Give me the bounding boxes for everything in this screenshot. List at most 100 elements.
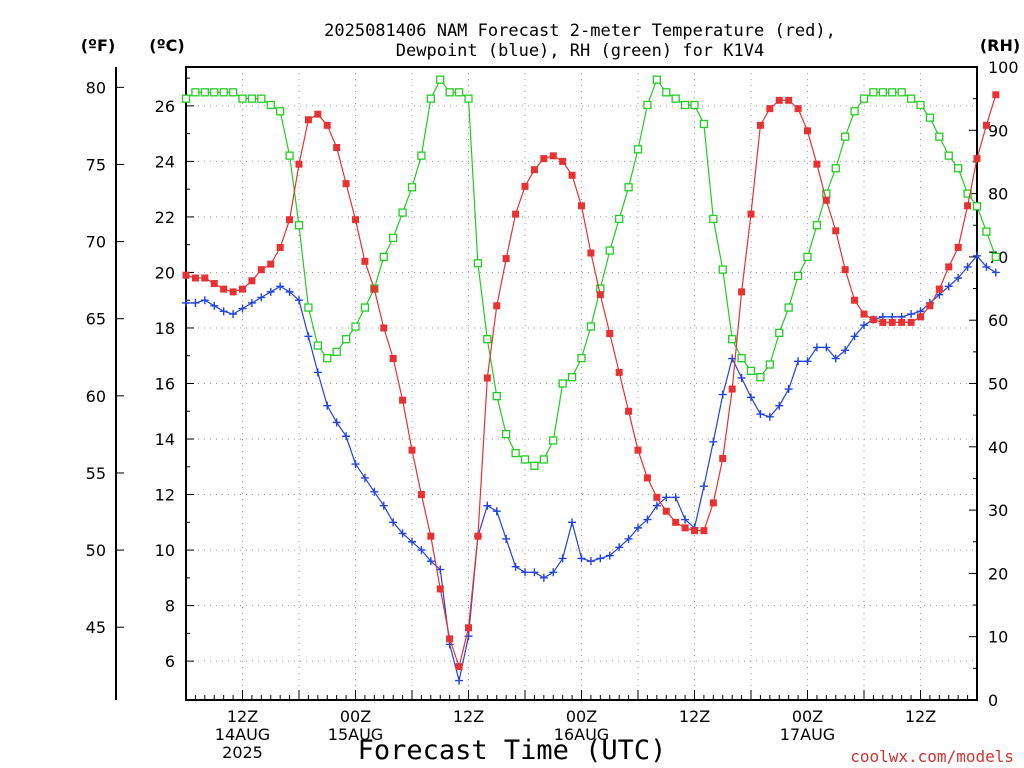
dewpoint-point xyxy=(822,343,831,352)
temperature-point xyxy=(229,288,237,296)
dewpoint-point xyxy=(831,354,840,363)
temperature-point xyxy=(775,96,783,104)
rh-point xyxy=(746,366,756,375)
rh-point xyxy=(624,183,633,192)
dewpoint-point xyxy=(756,410,765,419)
rh-point xyxy=(539,455,548,464)
dewpoint-point xyxy=(747,393,755,402)
dewpoint-point xyxy=(765,412,774,421)
rh-point xyxy=(803,252,812,262)
rh-tick-label: 80 xyxy=(988,185,1008,204)
temperature-point xyxy=(888,318,896,326)
temperature-point xyxy=(267,260,275,268)
rh-point xyxy=(247,94,257,103)
dewpoint-point xyxy=(483,501,492,510)
time-tick-label: 12Z xyxy=(905,707,936,726)
dewpoint-point xyxy=(634,523,642,532)
rh-point xyxy=(935,132,944,141)
dewpoint-point xyxy=(210,301,219,310)
rh-point xyxy=(351,322,360,331)
dewpoint-point xyxy=(558,554,567,563)
dewpoint-point xyxy=(200,296,209,305)
time-tick-label: 00Z xyxy=(566,707,597,726)
dewpoint-point xyxy=(360,473,369,482)
temperature-point xyxy=(747,210,755,218)
temperature-point xyxy=(860,310,868,318)
dewpoint-point xyxy=(643,515,652,524)
dewpoint-point xyxy=(182,298,190,307)
temperature-point xyxy=(766,105,774,113)
temperature-point xyxy=(907,318,915,326)
temperature-point xyxy=(615,368,623,376)
rh-point xyxy=(633,145,643,154)
dewpoint-point xyxy=(408,537,416,546)
rh-point xyxy=(577,354,586,363)
temperature-point xyxy=(964,202,972,210)
dewpoint-point xyxy=(276,282,285,291)
temperature-point xyxy=(681,524,689,532)
temperature-point xyxy=(483,374,491,382)
dewpoint-point xyxy=(492,507,501,516)
rh-point xyxy=(294,221,304,230)
temperature-point xyxy=(804,127,811,135)
temperature-point xyxy=(201,274,209,282)
rh-point xyxy=(304,303,313,312)
temperature-point xyxy=(625,407,633,415)
temperature-point xyxy=(926,302,934,310)
fahrenheit-tick-label: 55 xyxy=(86,464,106,483)
temperature-point xyxy=(408,446,416,454)
celsius-tick-label: 10 xyxy=(155,541,175,560)
temperature-point xyxy=(361,257,369,265)
rh-point xyxy=(191,88,200,97)
rh-point xyxy=(690,100,699,110)
rh-point xyxy=(671,94,680,103)
time-tick-label: 00Z xyxy=(340,707,371,726)
celsius-tick-label: 24 xyxy=(155,152,175,171)
dewpoint-point xyxy=(370,487,379,496)
temperature-point xyxy=(474,532,482,540)
temperature-point xyxy=(822,196,830,204)
temperature-point xyxy=(417,491,425,499)
dewpoint-point xyxy=(794,357,803,366)
rh-point xyxy=(850,107,859,116)
dewpoint-point xyxy=(342,432,351,441)
rh-point xyxy=(341,335,351,344)
dewpoint-point xyxy=(652,501,661,510)
temperature-point xyxy=(389,355,397,363)
temperature-line xyxy=(185,94,997,669)
rh-point xyxy=(257,94,266,103)
celsius-tick-label: 20 xyxy=(155,263,175,282)
temperature-point xyxy=(512,210,520,218)
celsius-tick-label: 14 xyxy=(155,430,175,449)
rh-point xyxy=(360,303,370,312)
temperature-point xyxy=(634,446,642,454)
celsius-tick-label: 22 xyxy=(155,208,175,227)
fahrenheit-unit-label: (ºF) xyxy=(81,36,116,55)
time-tick-label: 15AUG xyxy=(328,725,383,744)
temperature-point xyxy=(719,454,727,462)
temperature-point xyxy=(756,121,764,129)
time-tick-label: 12Z xyxy=(227,707,258,726)
celsius-tick-label: 12 xyxy=(155,486,175,505)
temperature-point xyxy=(333,144,341,152)
rh-point xyxy=(323,354,332,363)
temperature-point xyxy=(239,285,246,293)
dewpoint-point xyxy=(662,493,671,502)
dewpoint-point xyxy=(681,515,690,524)
temperature-point xyxy=(276,243,284,251)
temperature-point xyxy=(549,152,557,160)
temperature-point xyxy=(851,296,859,304)
dewpoint-point xyxy=(502,534,511,543)
rh-point xyxy=(784,303,793,312)
rh-point xyxy=(718,265,727,274)
rh-tick-labels: 0102030405060708090100 xyxy=(988,58,1019,710)
rh-point xyxy=(473,259,483,268)
dewpoint-point xyxy=(323,401,332,410)
temperature-point xyxy=(832,227,840,235)
temperature-point xyxy=(568,171,576,179)
dewpoint-point xyxy=(539,573,548,582)
temperature-point xyxy=(248,277,256,285)
chart-title-line-1: 2025081406 NAM Forecast 2-meter Temperat… xyxy=(324,21,836,41)
time-tick-label: 16AUG xyxy=(554,725,609,744)
rh-point xyxy=(812,221,822,230)
